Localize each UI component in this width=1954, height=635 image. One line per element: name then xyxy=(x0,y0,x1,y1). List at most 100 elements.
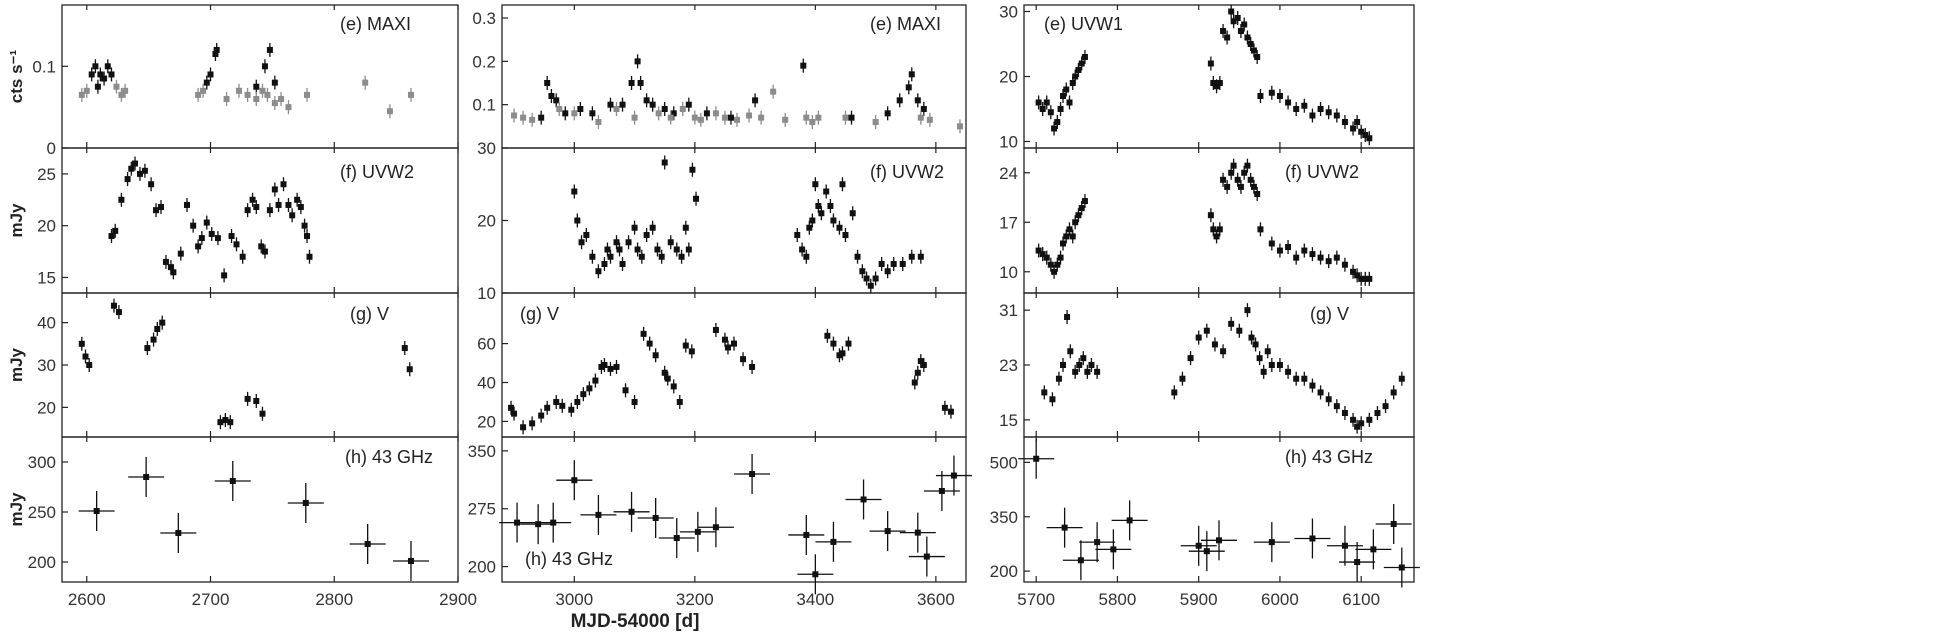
y-tick-label: 23 xyxy=(999,356,1018,375)
data-marker xyxy=(1264,348,1271,355)
y-tick-label: 15 xyxy=(999,411,1018,430)
panel-frame xyxy=(61,436,459,583)
data-marker xyxy=(407,91,414,98)
data-point xyxy=(266,203,273,218)
data-point xyxy=(679,102,686,116)
data-marker xyxy=(1055,375,1062,382)
data-marker xyxy=(1078,205,1085,212)
data-point xyxy=(128,161,135,176)
data-marker xyxy=(631,224,638,231)
data-marker xyxy=(640,330,647,337)
data-point xyxy=(682,338,689,353)
data-marker xyxy=(815,203,822,209)
data-marker xyxy=(259,410,266,417)
data-point xyxy=(1072,69,1079,84)
data-point xyxy=(1094,364,1101,379)
data-point xyxy=(203,75,210,90)
y-tick-label: 0.1 xyxy=(32,57,56,76)
data-point xyxy=(956,119,963,134)
data-marker xyxy=(631,114,638,121)
data-marker xyxy=(670,110,677,117)
data-marker xyxy=(1241,21,1248,28)
panel-label: (g) V xyxy=(1310,304,1349,324)
data-marker xyxy=(577,106,584,112)
data-point xyxy=(646,336,653,351)
data-marker xyxy=(1382,403,1389,410)
data-marker xyxy=(1203,548,1210,555)
data-point xyxy=(1211,337,1218,352)
data-point xyxy=(1341,406,1348,420)
data-marker xyxy=(884,110,891,117)
data-marker xyxy=(1237,183,1244,190)
data-marker xyxy=(1216,226,1223,233)
data-point xyxy=(217,415,224,430)
data-point xyxy=(253,91,260,106)
data-point xyxy=(1216,76,1223,90)
data-point xyxy=(150,332,157,347)
data-point xyxy=(1080,351,1087,366)
data-marker xyxy=(724,344,731,351)
data-marker xyxy=(529,420,536,427)
data-point xyxy=(1035,95,1042,110)
data-marker xyxy=(1358,275,1365,282)
data-point xyxy=(158,200,164,215)
data-point xyxy=(253,79,260,94)
data-marker xyxy=(818,210,825,217)
data-point xyxy=(749,359,756,374)
data-marker xyxy=(407,558,414,564)
data-point xyxy=(406,362,413,377)
data-point xyxy=(941,400,948,415)
data-marker xyxy=(104,63,111,70)
data-point xyxy=(830,213,837,228)
data-point xyxy=(664,371,671,386)
y-tick-label: 20 xyxy=(999,68,1018,87)
data-point xyxy=(670,106,677,121)
data-marker xyxy=(941,404,948,411)
data-marker xyxy=(1043,254,1050,261)
data-marker xyxy=(82,353,89,360)
data-point xyxy=(1276,358,1283,372)
data-marker xyxy=(94,83,101,90)
panel-frame xyxy=(1023,292,1415,438)
data-point xyxy=(92,59,99,74)
data-point xyxy=(1051,121,1058,136)
data-point xyxy=(1358,271,1365,286)
data-point xyxy=(266,42,273,57)
data-marker xyxy=(923,553,930,560)
y-tick-label: 300 xyxy=(28,453,56,472)
data-marker xyxy=(1260,368,1267,375)
data-point xyxy=(401,341,408,356)
data-point xyxy=(538,110,545,125)
data-point xyxy=(914,93,921,108)
data-marker xyxy=(1224,34,1231,41)
data-point xyxy=(571,106,578,121)
data-point xyxy=(592,373,599,388)
data-point xyxy=(301,218,308,233)
data-marker xyxy=(1220,28,1227,34)
data-marker xyxy=(1244,34,1251,41)
data-point xyxy=(1060,236,1066,251)
data-point xyxy=(112,223,119,238)
data-marker xyxy=(854,253,861,260)
data-marker xyxy=(289,212,296,219)
y-tick-label: 17 xyxy=(999,213,1018,232)
data-marker xyxy=(83,87,90,94)
data-marker xyxy=(544,80,551,86)
data-marker xyxy=(143,474,150,480)
data-marker xyxy=(1072,73,1079,80)
data-marker xyxy=(664,375,671,382)
data-marker xyxy=(1076,362,1083,368)
data-marker xyxy=(589,110,596,117)
data-marker xyxy=(914,97,921,104)
data-marker xyxy=(1350,125,1357,132)
data-marker xyxy=(1039,251,1046,258)
panel-h-col2: 200 275 350 3000 3200 3400 3600 (h) 43 GHz xyxy=(468,436,972,609)
data-marker xyxy=(616,246,623,253)
data-point xyxy=(896,93,903,108)
data-marker xyxy=(1057,106,1064,112)
data-point xyxy=(649,97,656,112)
x-tick-label: 6100 xyxy=(1342,590,1380,609)
data-point xyxy=(78,336,85,351)
y-tick-label: 24 xyxy=(999,164,1018,183)
data-point xyxy=(258,239,265,254)
